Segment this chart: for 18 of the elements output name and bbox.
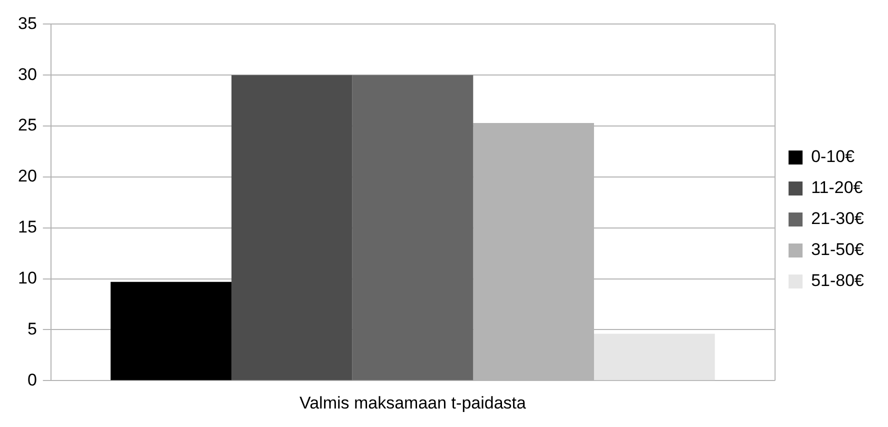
bar <box>352 75 474 380</box>
legend-label: 0-10€ <box>811 147 856 166</box>
y-tick-label: 25 <box>18 116 37 135</box>
x-tick-label: Valmis maksamaan t-paidasta <box>300 393 526 412</box>
bar <box>594 334 715 380</box>
y-tick-label: 5 <box>27 319 37 338</box>
legend-label: 11-20€ <box>811 178 864 198</box>
bar <box>231 75 352 380</box>
legend-label: 31-50€ <box>811 240 865 260</box>
y-tick-label: 30 <box>18 64 37 84</box>
legend-label: 51-80€ <box>811 271 865 290</box>
y-tick-label: 35 <box>18 14 37 33</box>
y-tick-label: 0 <box>27 370 37 390</box>
y-tick-label: 15 <box>18 218 37 237</box>
y-tick-label: 20 <box>18 166 37 186</box>
y-tick-label: 10 <box>18 268 37 288</box>
bar <box>110 282 232 380</box>
legend-label: 21-30€ <box>811 209 865 228</box>
